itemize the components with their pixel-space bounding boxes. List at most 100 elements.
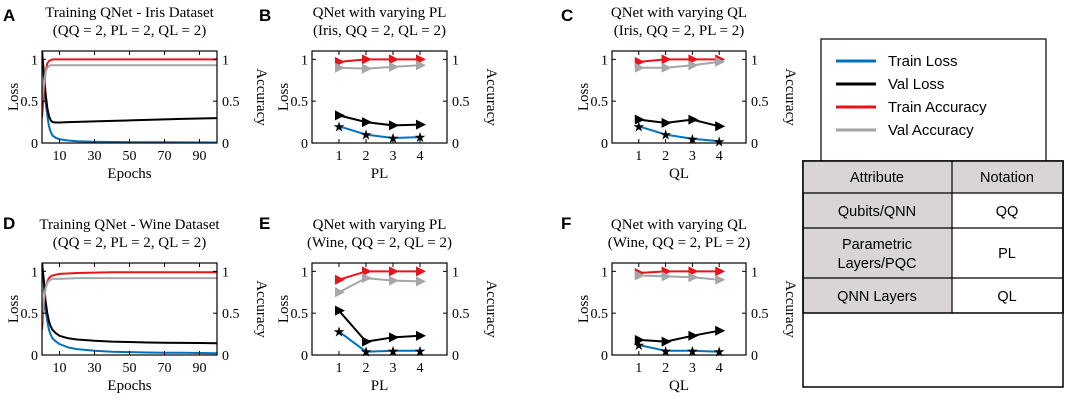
plot-c-series-val-loss-point-3 bbox=[688, 114, 699, 125]
plot-d-series-val-loss-line bbox=[42, 262, 217, 345]
plot-b: QNet with varying PL (Iris, QQ = 2, QL = … bbox=[276, 5, 499, 182]
plot-f-ytick-label-1: 1 bbox=[601, 265, 608, 280]
panel-letter-a: A bbox=[3, 6, 15, 25]
plot-d-title-line-2: (QQ = 2, PL = 2, QL = 2) bbox=[53, 235, 206, 251]
panel-f: F QNet with varying QL (Wine, QQ = 2, PL … bbox=[561, 214, 798, 394]
plot-c-title-line-2: (Iris, QQ = 2, PL = 2) bbox=[614, 23, 745, 39]
plot-a-y2tick-label-0: 0 bbox=[222, 137, 229, 152]
plot-b-series-val-accuracy-point-1 bbox=[335, 62, 345, 73]
panel-d: D Training QNet - Wine Dataset (QQ = 2, P… bbox=[3, 214, 269, 394]
plot-d: Training QNet - Wine Dataset (QQ = 2, PL … bbox=[6, 217, 269, 394]
legend: Train Loss Val Loss Train Accuracy Val A… bbox=[820, 38, 1047, 164]
plot-d-xtick-label-70: 70 bbox=[158, 361, 172, 376]
plot-f-y2tick-label-0-5: 0.5 bbox=[751, 307, 769, 322]
plot-b-xtick-label-1: 1 bbox=[336, 149, 343, 164]
legend-item-train-loss: Train Loss bbox=[836, 53, 957, 70]
plot-b-xlabel: PL bbox=[371, 166, 389, 182]
plot-c-ylabel: Loss bbox=[576, 83, 592, 112]
plot-c-xlabel: QL bbox=[669, 166, 689, 182]
notation-table: Attribute Notation Qubits/QNN QQ Paramet… bbox=[802, 160, 1064, 388]
plot-f-xlabel: QL bbox=[669, 378, 689, 394]
plot-a-series-val-accuracy-line bbox=[42, 64, 217, 102]
plot-c-series-train-loss-point-2: ★ bbox=[659, 129, 672, 144]
plot-f-xtick-label-4: 4 bbox=[716, 361, 723, 376]
plot-b-series-val-loss-point-1 bbox=[335, 110, 345, 121]
plot-a-ytick-label-1: 1 bbox=[31, 53, 38, 68]
plot-b-y2tick-label-0-5: 0.5 bbox=[452, 95, 470, 110]
plot-c-series-val-accuracy-point-4 bbox=[715, 56, 726, 67]
plot-c-ytick-label-1: 1 bbox=[601, 53, 608, 68]
panel-e: E QNet with varying PL (Wine, QQ = 2, QL … bbox=[259, 214, 499, 394]
legend-label-train-loss: Train Loss bbox=[888, 53, 957, 70]
plot-b-title-line-2: (Iris, QQ = 2, QL = 2) bbox=[313, 23, 446, 39]
plot-a-title-line-1: Training QNet - Iris Dataset bbox=[45, 5, 214, 21]
plot-e-ytick-label-1: 1 bbox=[301, 265, 308, 280]
plot-c-xtick-label-1: 1 bbox=[635, 149, 642, 164]
legend-label-train-accuracy: Train Accuracy bbox=[888, 99, 987, 116]
plot-e-xtick-label-1: 1 bbox=[336, 361, 343, 376]
plot-c-series-val-loss-point-4 bbox=[715, 121, 726, 132]
plot-f-xtick-label-1: 1 bbox=[635, 361, 642, 376]
plot-a-series-group bbox=[42, 50, 217, 144]
plot-e-series-train-loss-line bbox=[338, 330, 420, 353]
plot-f-series-group bbox=[638, 270, 720, 353]
plot-c-xtick-label-4: 4 bbox=[716, 149, 723, 164]
panel-a: A Training QNet - Iris Dataset (QQ = 2, P… bbox=[3, 5, 269, 182]
plot-e-title-line-2: (Wine, QQ = 2, QL = 2) bbox=[307, 235, 452, 251]
plot-f-y2tick-label-1: 1 bbox=[751, 265, 758, 280]
plot-c-y2tick-label-0-5: 0.5 bbox=[751, 95, 769, 110]
plot-f-xtick-label-2: 2 bbox=[662, 361, 669, 376]
plot-e-xtick-label-3: 3 bbox=[390, 361, 397, 376]
plot-d-y2label: Accuracy bbox=[253, 280, 269, 338]
plot-f-series-val-accuracy-point-1 bbox=[634, 270, 645, 281]
plot-d-series-group bbox=[42, 262, 217, 355]
plot-e-xtick-label-4: 4 bbox=[417, 361, 424, 376]
plot-b-series-train-loss-point-1: ★ bbox=[333, 120, 346, 135]
plot-b-ylabel: Loss bbox=[276, 83, 292, 112]
table-cell-attribute-2a: Parametric bbox=[842, 237, 912, 253]
plot-e-series-val-accuracy-point-4 bbox=[416, 276, 426, 287]
plot-c-series-train-accuracy-point-2 bbox=[661, 54, 672, 65]
plot-a-title-line-2: (QQ = 2, PL = 2, QL = 2) bbox=[53, 23, 206, 39]
plot-e-series-val-loss-point-2 bbox=[362, 336, 372, 347]
panel-c: C QNet with varying QL (Iris, QQ = 2, PL … bbox=[561, 5, 798, 182]
plot-b-series-val-accuracy-point-4 bbox=[416, 60, 426, 71]
plot-b-series-train-loss-point-2: ★ bbox=[360, 129, 373, 144]
plot-b-series-val-loss-point-3 bbox=[389, 120, 399, 131]
plot-f-ylabel: Loss bbox=[576, 295, 592, 324]
plot-b-series-val-loss-line bbox=[338, 114, 421, 127]
plot-f-ytick-label-0-5: 0.5 bbox=[591, 307, 609, 322]
plot-d-title-line-1: Training QNet - Wine Dataset bbox=[39, 217, 220, 233]
table-cell-notation-2: PL bbox=[998, 246, 1016, 262]
plot-d-xlabel: Epochs bbox=[107, 378, 151, 394]
plot-f-series-train-accuracy-line bbox=[638, 270, 720, 274]
plot-b-ytick-label-0: 0 bbox=[301, 137, 308, 152]
plot-e-series-val-accuracy-line bbox=[338, 277, 421, 294]
plot-b-series-val-accuracy-point-3 bbox=[389, 61, 399, 72]
plot-a-series-val-loss-line bbox=[42, 50, 217, 124]
plot-e-series-group bbox=[338, 270, 421, 353]
plot-e-series-val-loss-point-1 bbox=[335, 305, 345, 316]
plot-f-y2tick-label-0: 0 bbox=[751, 349, 758, 364]
plot-a-y2tick-label-1: 1 bbox=[222, 53, 229, 68]
plot-a-xtick-label-30: 30 bbox=[88, 149, 102, 164]
plot-d-ytick-label-0: 0 bbox=[31, 349, 38, 364]
plot-f-series-train-loss-line bbox=[638, 344, 720, 353]
plot-a-series-train-accuracy-line bbox=[42, 58, 217, 118]
plot-d-series-train-accuracy-line bbox=[42, 271, 217, 330]
plot-b-series-train-accuracy-point-2 bbox=[362, 54, 372, 65]
plot-e-y2tick-label-0-5: 0.5 bbox=[452, 307, 470, 322]
plot-e-series-val-accuracy-point-1 bbox=[335, 287, 345, 298]
table-cell-notation-3: QL bbox=[997, 289, 1016, 305]
plot-b-series-group bbox=[338, 58, 421, 139]
table-cell-attribute-2b: Layers/PQC bbox=[838, 256, 917, 272]
legend-item-val-accuracy: Val Accuracy bbox=[836, 122, 974, 139]
plot-f-series-val-loss-point-2 bbox=[661, 336, 672, 347]
plot-b-xtick-label-4: 4 bbox=[417, 149, 424, 164]
table-header-bg bbox=[803, 193, 952, 313]
panel-letter-c: C bbox=[561, 6, 573, 25]
plot-a: Training QNet - Iris Dataset (QQ = 2, PL … bbox=[6, 5, 269, 182]
table-cell-attribute-3: QNN Layers bbox=[837, 289, 917, 305]
plot-e-y2tick-label-1: 1 bbox=[452, 265, 459, 280]
